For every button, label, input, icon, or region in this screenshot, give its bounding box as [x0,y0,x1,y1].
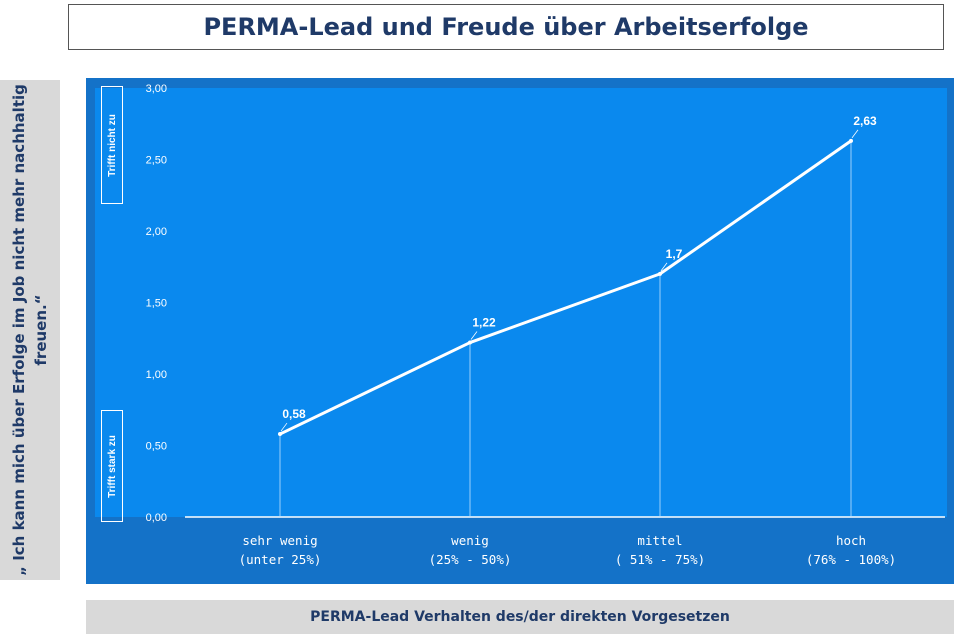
x-tick-label: hoch [836,533,866,548]
tag-trifft-stark-zu: Trifft stark zu [101,410,123,522]
data-point [468,340,472,345]
series-line [279,139,852,436]
x-tick-label: (unter 25%) [239,552,322,567]
y-tick-label: 0,50 [146,441,167,453]
x-axis-title-panel: PERMA-Lead Verhalten des/der direkten Vo… [86,600,954,634]
x-tick-label: ( 51% - 75%) [615,552,705,567]
data-label: 1,22 [472,316,496,330]
x-tick-label: mittel [637,533,682,548]
y-tick-label: 2,50 [146,155,167,167]
chart-title-box: PERMA-Lead und Freude über Arbeitserfolg… [68,4,944,50]
chart-title: PERMA-Lead und Freude über Arbeitserfolg… [203,13,809,41]
x-tick-label: (25% - 50%) [429,552,512,567]
y-axis-title-panel [0,80,60,580]
label-leader [660,262,668,272]
tag-trifft-nicht-zu: Trifft nicht zu [101,86,123,204]
y-tick-label: 2,00 [146,226,167,238]
data-label: 0,58 [282,407,306,421]
data-point [278,432,282,437]
y-tick-label: 1,00 [146,369,167,381]
y-tick-label: 0,00 [146,512,167,524]
x-tick-label: (76% - 100%) [806,552,896,567]
x-tick-label: sehr wenig [242,533,317,548]
y-tick-label: 1,50 [146,298,167,310]
label-leader [851,129,859,139]
label-leader [280,422,288,432]
plot-area [95,88,947,517]
label-leader [470,331,478,340]
data-label: 1,7 [666,247,683,261]
y-tick-label: 3,00 [146,83,167,95]
data-point [849,138,853,143]
data-label: 2,63 [853,114,877,128]
x-axis-title: PERMA-Lead Verhalten des/der direkten Vo… [310,609,730,625]
x-tick-label: wenig [451,533,489,548]
data-point [658,271,662,276]
